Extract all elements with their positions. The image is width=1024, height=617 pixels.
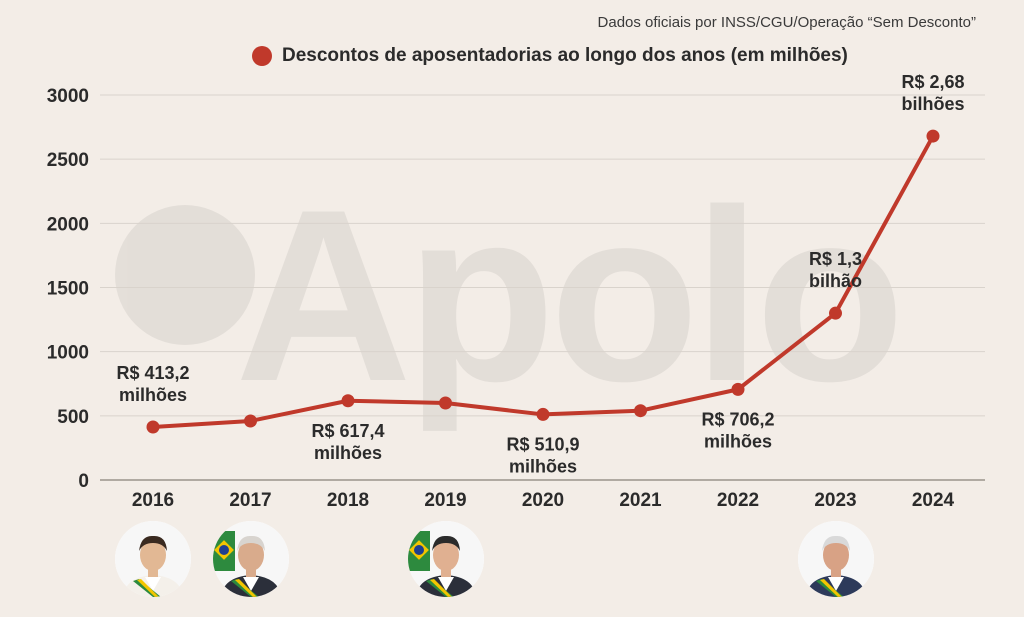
data-point [439, 396, 452, 410]
portrait-2023 [797, 521, 874, 597]
data-point [244, 414, 257, 428]
portrait-illustration [797, 521, 874, 597]
portrait-illustration [407, 521, 484, 597]
data-label-line: bilhão [809, 271, 862, 291]
portrait-2016 [115, 521, 191, 597]
data-label-line: milhões [314, 443, 382, 463]
data-label-line: R$ 706,2 [701, 409, 774, 429]
source-text: Dados oficiais por INSS/CGU/Operação “Se… [597, 14, 976, 31]
y-tick-label: 0 [78, 471, 89, 492]
data-label-line: milhões [509, 456, 577, 476]
data-label-line: R$ 617,4 [311, 421, 384, 441]
portrait-2017 [212, 521, 289, 597]
data-point [634, 404, 647, 418]
x-tick-label: 2024 [912, 490, 955, 511]
sash-stripe [819, 579, 842, 597]
legend-marker [252, 46, 272, 66]
sash-stripe [234, 579, 257, 597]
y-tick-label: 1000 [47, 343, 89, 364]
x-tick-label: 2018 [327, 490, 369, 511]
legend: Descontos de aposentadorias ao longo dos… [252, 45, 848, 67]
watermark-mark [115, 205, 255, 345]
data-label: R$ 1,3 bilhão [809, 249, 862, 291]
flag-globe [413, 545, 424, 555]
x-tick-label: 2023 [814, 490, 856, 511]
data-label-line: R$ 510,9 [506, 434, 579, 454]
data-label-line: R$ 2,68 [901, 72, 964, 92]
y-tick-label: 2500 [47, 150, 89, 171]
portrait-face [140, 539, 166, 571]
data-label: R$ 510,9 milhões [506, 434, 579, 476]
data-label: R$ 706,2 milhões [701, 409, 774, 451]
watermark: Apolo [115, 158, 905, 432]
legend-label: Descontos de aposentadorias ao longo dos… [282, 45, 848, 66]
portrait-face [822, 539, 849, 571]
portrait-hair [431, 535, 460, 551]
data-point [536, 407, 550, 421]
portrait-illustration [115, 521, 191, 597]
y-tick-label: 3000 [47, 86, 89, 107]
data-label: R$ 413,2 milhões [116, 363, 189, 405]
sash-stripe [429, 579, 452, 597]
portrait-2019 [407, 521, 484, 597]
data-point [731, 382, 745, 396]
y-tick-label: 2000 [47, 214, 89, 235]
portrait-face [432, 539, 459, 571]
data-point [829, 306, 842, 320]
x-tick-label: 2022 [717, 490, 759, 511]
x-tick-label: 2021 [619, 490, 662, 511]
watermark-text: Apolo [235, 158, 899, 432]
portrait-shirt [145, 577, 161, 591]
portrait-face [237, 539, 264, 571]
portrait-shirt [437, 577, 454, 591]
portrait-hair [139, 535, 167, 551]
data-label-line: milhões [119, 385, 187, 405]
data-label-line: bilhões [901, 94, 964, 114]
x-tick-label: 2017 [229, 490, 271, 511]
data-point [926, 129, 940, 143]
flag-globe [218, 545, 229, 555]
portrait-hair [821, 535, 850, 551]
x-tick-label: 2020 [522, 490, 564, 511]
data-point [146, 420, 160, 434]
y-tick-label: 1500 [47, 279, 89, 300]
data-label: R$ 2,68 bilhões [901, 72, 964, 114]
x-tick-label: 2016 [132, 490, 174, 511]
x-tick-label: 2019 [424, 490, 466, 511]
y-tick-label: 500 [57, 407, 89, 428]
portrait-illustration [212, 521, 289, 597]
data-label: R$ 617,4 milhões [311, 421, 384, 463]
data-label-line: R$ 1,3 [809, 249, 862, 269]
data-label-line: R$ 413,2 [116, 363, 189, 383]
portrait-shirt [827, 577, 844, 591]
sash-stripe [137, 579, 159, 597]
data-label-line: milhões [704, 431, 772, 451]
data-point [341, 394, 355, 408]
portrait-hair [236, 535, 265, 551]
portrait-shirt [242, 577, 259, 591]
